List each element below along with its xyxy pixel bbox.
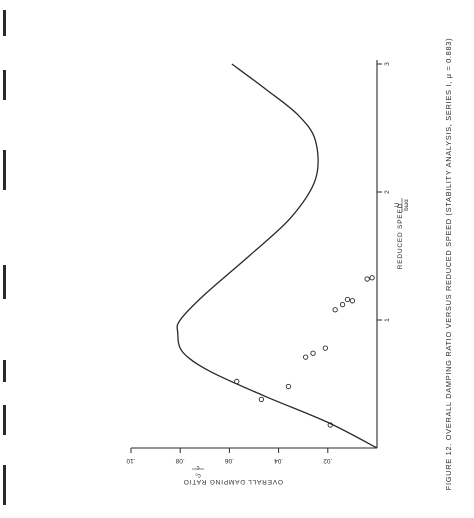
- points-layer: [234, 275, 375, 428]
- data-point: [310, 350, 316, 356]
- xlabel: REDUCED SPEED: [397, 203, 404, 269]
- x-tick-label: 1: [384, 318, 391, 322]
- binding-edge: [0, 0, 14, 513]
- ylabel: OVERALL DAMPING RATIO: [183, 478, 283, 485]
- data-point: [349, 298, 356, 304]
- y-tick-label: .04: [274, 457, 283, 464]
- data-point: [344, 296, 351, 303]
- y-tick-label: .02: [323, 457, 332, 464]
- data-point: [285, 383, 292, 390]
- y-tick-label: .10: [126, 457, 135, 464]
- xlabel-fraction-denominator: bωα: [404, 199, 410, 211]
- binding-mark: [3, 265, 6, 299]
- y-tick-label: .06: [225, 457, 234, 464]
- xlabel-fraction-numerator: U: [395, 203, 401, 207]
- data-point: [332, 307, 338, 313]
- y-tick-label: .08: [175, 457, 184, 464]
- data-point: [322, 345, 328, 351]
- data-point: [258, 396, 265, 403]
- axes: [131, 60, 378, 449]
- binding-mark: [3, 70, 6, 100]
- ylabel-fraction-denominator: c₀: [195, 472, 201, 478]
- data-point: [364, 276, 370, 282]
- x-tick-label: 3: [384, 62, 391, 66]
- data-point: [303, 354, 309, 360]
- data-point: [339, 301, 346, 308]
- binding-mark: [3, 360, 6, 382]
- binding-mark: [3, 150, 6, 190]
- damping-curve: [176, 63, 378, 449]
- data-point: [369, 275, 375, 281]
- data-point: [234, 378, 240, 385]
- binding-mark: [3, 405, 6, 435]
- binding-mark: [3, 465, 6, 505]
- figure-caption: FIGURE 12. OVERALL DAMPING RATIO VERSUS …: [444, 38, 453, 491]
- curve-layer: [176, 63, 378, 449]
- data-point: [327, 422, 333, 428]
- binding-mark: [3, 10, 6, 36]
- ticks: 1 2 3 .02 .04 .06 .08 .10: [126, 62, 391, 464]
- x-tick-label: 2: [384, 190, 391, 194]
- ylabel-fraction-numerator: c: [197, 464, 200, 470]
